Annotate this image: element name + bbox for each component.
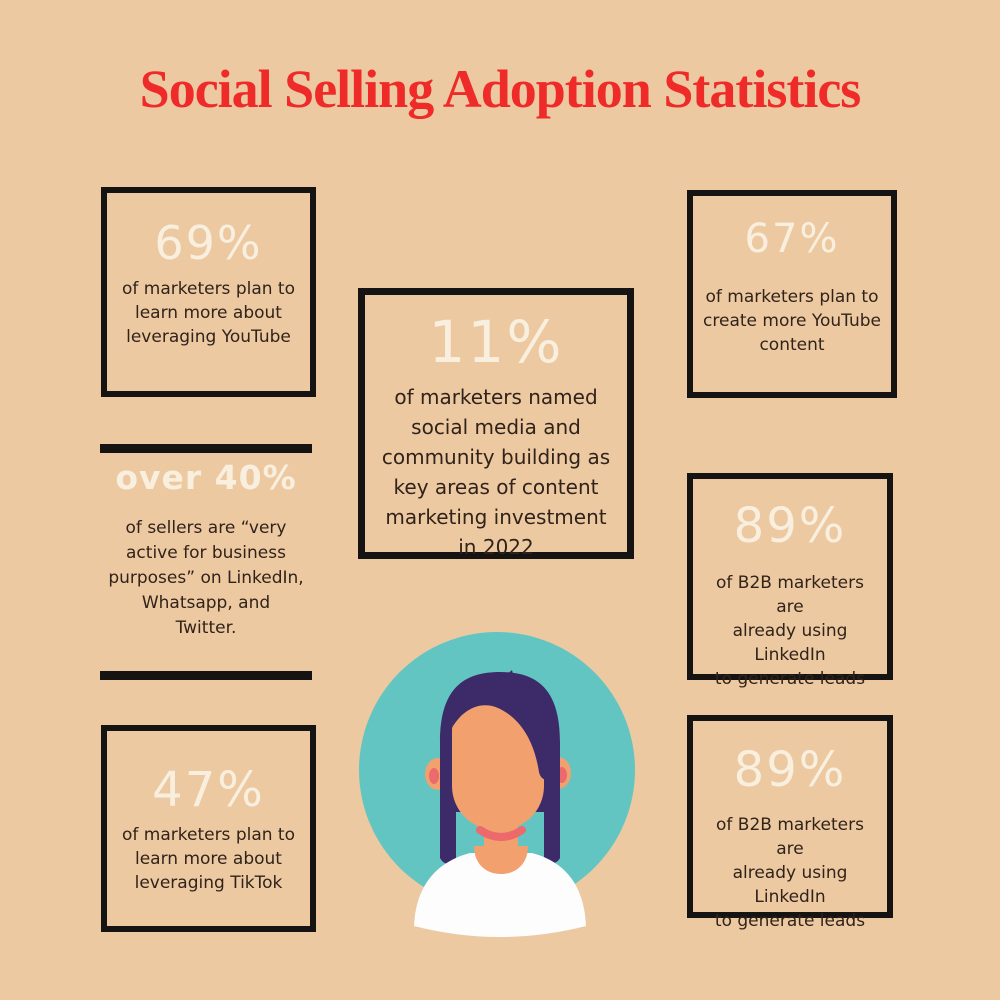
stat-value: 69% <box>154 216 263 270</box>
stat-text: of marketers plan to create more YouTube… <box>703 287 881 356</box>
stat-text: of marketers plan to learn more about le… <box>121 824 295 893</box>
stat-box-youtube-content: 67% of marketers plan to create more You… <box>687 190 897 398</box>
stat-value: 89% <box>733 498 847 554</box>
stat-value: 89% <box>733 742 847 798</box>
stat-text: of marketers plan to learn more about le… <box>121 278 295 347</box>
avatar-collar <box>476 826 526 841</box>
stat-value: over 40% <box>115 458 297 497</box>
stat-text: of marketers named social media and comm… <box>381 384 611 559</box>
avatar-chest <box>474 846 528 874</box>
stat-text: of sellers are “very active for business… <box>108 517 304 638</box>
divider-bar-top <box>100 444 312 453</box>
stat-text: of B2B marketers are already using Linke… <box>714 572 866 689</box>
avatar-hair-fringe <box>452 679 558 781</box>
stat-value: 67% <box>744 216 840 262</box>
stat-box-b2b-linkedin-1: 89% of B2B marketers are already using L… <box>687 473 893 689</box>
stat-box-content-investment: 11% of marketers named social media and … <box>358 288 634 559</box>
stat-box-tiktok-learn: 47% of marketers plan to learn more abou… <box>101 725 316 932</box>
avatar-shirt <box>414 853 586 937</box>
divider-bar-bottom <box>100 671 312 680</box>
stat-text: of B2B marketers are already using Linke… <box>714 814 866 931</box>
avatar-ear-left-inner <box>429 768 439 784</box>
stat-value: 11% <box>428 308 564 376</box>
stat-value: 47% <box>152 762 265 818</box>
stat-box-youtube-learn: 69% of marketers plan to learn more abou… <box>101 187 316 397</box>
avatar-hair-flick <box>494 670 517 691</box>
stat-box-b2b-linkedin-2: 89% of B2B marketers are already using L… <box>687 715 893 931</box>
woman-avatar-illustration <box>359 632 635 937</box>
page-title: Social Selling Adoption Statistics <box>139 59 862 119</box>
stat-highlight-over-40: over 40% of sellers are “very active for… <box>100 460 312 641</box>
